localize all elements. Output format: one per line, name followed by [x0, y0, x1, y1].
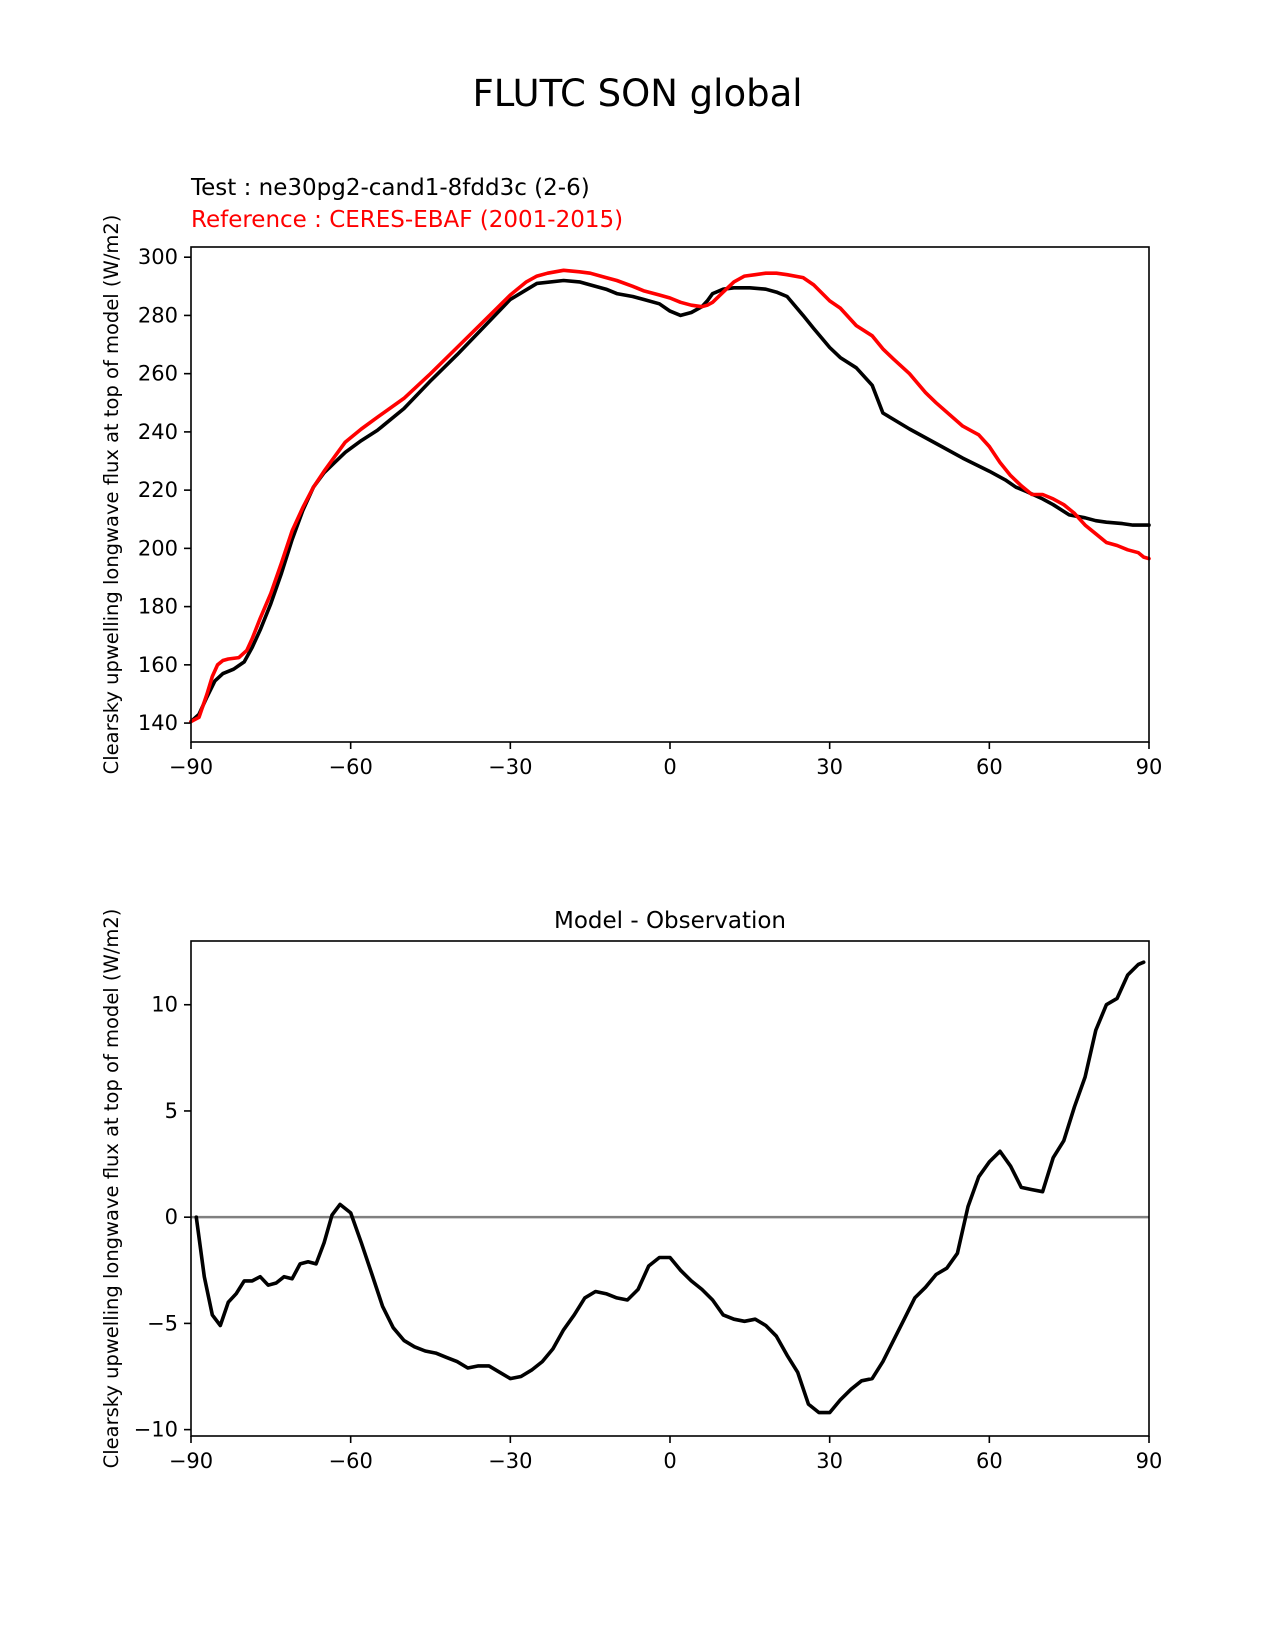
chart-1-xtick-label: −60 — [329, 1449, 373, 1473]
chart-1-ylabel: Clearsky upwelling longwave flux at top … — [100, 909, 123, 1469]
chart-0-xtick-label: 60 — [976, 755, 1003, 779]
chart-0-xtick-label: −30 — [488, 755, 532, 779]
chart-0-ytick-label: 140 — [138, 711, 178, 735]
figure-title: FLUTC SON global — [472, 72, 803, 115]
chart-0-ytick-label: 300 — [138, 245, 178, 269]
chart-1-xtick-label: 30 — [816, 1449, 843, 1473]
chart-1-xtick-label: 0 — [663, 1449, 676, 1473]
chart-1-xtick-label: −90 — [169, 1449, 213, 1473]
chart-0-ytick-label: 260 — [138, 362, 178, 386]
test-label: Test : ne30pg2-cand1-8fdd3c (2-6) — [191, 175, 590, 201]
chart-1-ytick-label: 0 — [165, 1205, 178, 1229]
chart-0-xtick-label: 30 — [816, 755, 843, 779]
chart-1-ytick-label: −5 — [147, 1311, 178, 1335]
chart-1-xtick-label: 90 — [1136, 1449, 1163, 1473]
reference-label: Reference : CERES-EBAF (2001-2015) — [191, 207, 624, 233]
chart-0-xtick-label: 90 — [1136, 755, 1163, 779]
chart-0-xtick-label: −90 — [169, 755, 213, 779]
chart-0-xtick-label: −60 — [329, 755, 373, 779]
chart-0-series-0-line — [189, 278, 1151, 724]
chart-1-title: Model - Observation — [554, 908, 786, 934]
chart-0-ytick-label: 280 — [138, 303, 178, 327]
chart-1-ytick-label: 10 — [151, 993, 178, 1017]
chart-1-ytick-label: −10 — [134, 1418, 178, 1442]
bottom-panel: −90 −60 −30 0 30 60 90 −10 −5 0 5 10 Clearsky upwell… — [100, 908, 1162, 1473]
chart-1-xtick-label: 60 — [976, 1449, 1003, 1473]
chart-0-series-1-line — [189, 268, 1151, 724]
chart-0-ylabel: Clearsky upwelling longwave flux at top … — [100, 215, 123, 775]
chart-1-axes-frame — [190, 940, 1150, 1437]
chart-1-series-0-line — [194, 960, 1146, 1415]
chart-0-ytick-label: 200 — [138, 536, 178, 560]
chart-1-ytick-label: 5 — [165, 1099, 178, 1123]
chart-0-ytick-label: 160 — [138, 653, 178, 677]
chart-0-axes-frame — [190, 246, 1150, 743]
chart-0-ytick-label: 220 — [138, 478, 178, 502]
chart-0-xtick-label: 0 — [663, 755, 676, 779]
top-panel: −90 −60 −30 0 30 60 90 140 160 180 200 220 240 260 280… — [100, 215, 1162, 779]
chart-0-ytick-label: 180 — [138, 595, 178, 619]
chart-1-xtick-label: −30 — [488, 1449, 532, 1473]
chart-0-ytick-label: 240 — [138, 420, 178, 444]
